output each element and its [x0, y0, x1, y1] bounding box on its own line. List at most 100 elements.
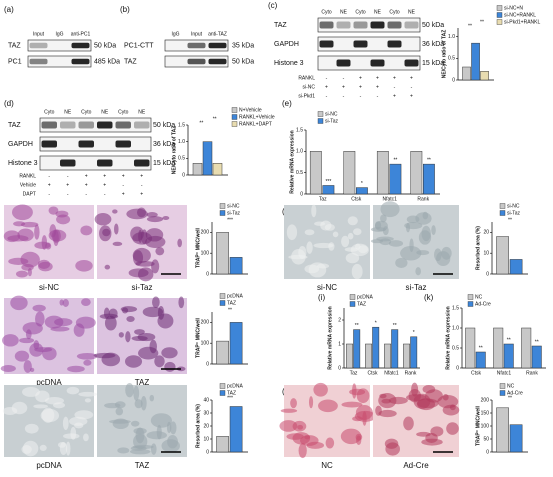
significance: **	[427, 157, 431, 163]
cell-blob	[345, 252, 360, 264]
cell-blob	[42, 346, 57, 361]
cell-blob	[385, 442, 400, 456]
legend-swatch	[496, 12, 503, 18]
treatment-sign: +	[103, 173, 106, 179]
bar	[509, 424, 523, 453]
cell-blob	[430, 426, 444, 437]
bar	[496, 407, 509, 453]
cell-blob	[78, 391, 98, 397]
cell-blob	[126, 208, 148, 220]
cell-blob	[161, 347, 178, 359]
protein-name: Histone 3	[274, 60, 304, 67]
cell-blob	[347, 232, 354, 240]
blot-band	[353, 40, 368, 48]
blot-band	[353, 21, 368, 29]
blot-band	[78, 140, 94, 148]
legend-swatch	[349, 294, 356, 300]
bar	[192, 163, 203, 176]
cell-blob	[347, 216, 358, 226]
lane-label: anti-TAZ	[208, 31, 227, 37]
cell-blob	[290, 398, 297, 409]
protein-name: TAZ	[274, 22, 287, 29]
x-tick-label: Rank	[417, 196, 429, 202]
bar	[410, 336, 418, 369]
cell-blob	[99, 225, 112, 242]
bar	[480, 71, 489, 81]
legend-swatch	[499, 383, 506, 389]
bar	[216, 436, 229, 453]
cell-blob	[297, 424, 304, 430]
cell-blob	[442, 404, 460, 416]
blot-band	[71, 42, 90, 49]
legend-label: TAZ	[357, 301, 366, 307]
y-tick-label: 0	[486, 271, 489, 277]
treatment-sign: +	[85, 173, 88, 179]
cell-blob	[11, 401, 28, 415]
y-tick-label: 50	[483, 436, 489, 442]
y-tick-label: 0	[338, 365, 341, 371]
protein-size: 35 kDa	[232, 42, 254, 49]
y-tick-label: 1.0	[452, 325, 459, 331]
protein-size: 485 kDa	[94, 58, 120, 65]
cell-blob	[441, 246, 452, 260]
bar	[391, 329, 399, 369]
legend-swatch	[496, 19, 503, 25]
cell-blob	[431, 225, 436, 236]
blot-band	[387, 21, 402, 29]
panel-label: (k)	[424, 293, 434, 302]
cell-blob	[169, 421, 177, 435]
y-tick-label: 30	[203, 410, 209, 416]
y-tick-label: 0.5	[452, 345, 459, 351]
treatment-sign: -	[326, 75, 328, 81]
cell-blob	[53, 402, 66, 409]
bar	[202, 141, 213, 176]
y-axis-label: Relative mRNA expression	[327, 306, 333, 369]
cell-blob	[112, 241, 123, 246]
y-tick-label: 100	[481, 423, 490, 429]
lane-label: Cyto	[118, 109, 129, 115]
blot-band	[336, 59, 351, 67]
y-axis-label: TRAP⁺ MNC/well	[195, 227, 201, 267]
cell-blob	[356, 388, 370, 404]
lane-label: Cyto	[355, 9, 366, 15]
treatment-sign: -	[104, 191, 106, 197]
cell-blob	[150, 443, 157, 455]
cell-blob	[22, 440, 39, 457]
blot-frame	[27, 55, 92, 68]
treatment-name: si-Pkd1	[298, 93, 315, 99]
lane-label: NE	[101, 109, 109, 115]
legend-swatch	[231, 107, 238, 113]
cell-blob	[83, 433, 89, 442]
lane-label: NE	[408, 9, 416, 15]
bar	[372, 326, 380, 369]
cell-blob	[146, 212, 158, 218]
significance: **	[508, 217, 512, 223]
y-tick-label: 2	[338, 317, 341, 323]
legend-label: RANKL+DAPT	[239, 121, 272, 127]
y-axis-label: Resorbed area (%)	[195, 404, 201, 448]
cell-blob	[19, 337, 35, 344]
cell-blob	[279, 420, 298, 432]
blot-band	[41, 140, 57, 148]
protein-name: TAZ	[8, 122, 21, 129]
cell-blob	[34, 224, 40, 240]
panel-label: (d)	[4, 99, 14, 108]
protein-size: 36 kDa	[422, 41, 444, 48]
cell-blob	[133, 433, 148, 450]
panel-label: (b)	[120, 5, 130, 14]
legend-label: pcDNA	[357, 294, 374, 300]
treatment-sign: -	[141, 182, 143, 188]
treatment-sign: +	[85, 182, 88, 188]
treatment-sign: +	[103, 182, 106, 188]
cell-blob	[150, 413, 172, 428]
treatment-sign: +	[376, 75, 379, 81]
cell-blob	[314, 221, 326, 226]
bar	[462, 66, 471, 81]
cell-blob	[286, 433, 304, 440]
cell-blob	[65, 441, 71, 456]
bar	[229, 322, 243, 365]
cell-blob	[286, 224, 298, 241]
bar	[322, 185, 335, 195]
legend-label: TAZ	[227, 390, 236, 396]
significance: ***	[227, 217, 233, 223]
